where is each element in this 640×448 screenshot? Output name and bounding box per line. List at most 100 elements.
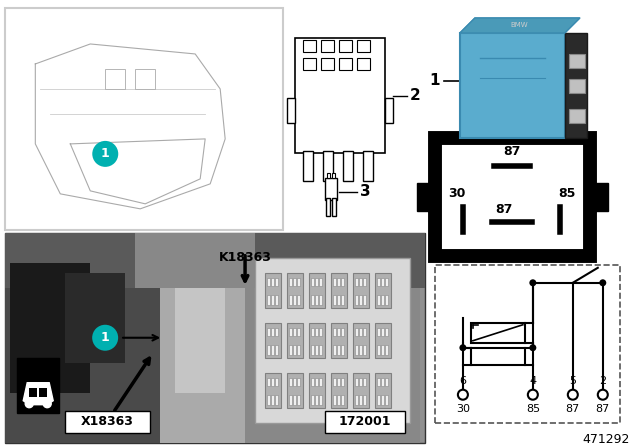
- Bar: [353, 323, 369, 358]
- Bar: [267, 345, 270, 355]
- Bar: [590, 183, 608, 211]
- Bar: [331, 373, 347, 408]
- Bar: [435, 138, 590, 256]
- Bar: [287, 323, 303, 358]
- Bar: [267, 295, 270, 305]
- Bar: [341, 328, 344, 336]
- Bar: [271, 295, 274, 305]
- Bar: [319, 328, 322, 336]
- Bar: [265, 323, 281, 358]
- Bar: [333, 295, 336, 305]
- Bar: [271, 278, 274, 286]
- Bar: [417, 183, 435, 211]
- Bar: [297, 345, 300, 355]
- Bar: [275, 328, 278, 336]
- Bar: [267, 328, 270, 336]
- Text: 85: 85: [558, 187, 575, 200]
- Bar: [460, 33, 565, 138]
- Bar: [337, 295, 340, 305]
- Bar: [333, 395, 336, 405]
- Circle shape: [529, 344, 536, 351]
- Bar: [293, 278, 296, 286]
- Bar: [303, 40, 316, 52]
- Bar: [297, 378, 300, 386]
- Text: 1: 1: [429, 73, 440, 88]
- Bar: [355, 378, 358, 386]
- Bar: [319, 395, 322, 405]
- Bar: [265, 273, 281, 308]
- Bar: [363, 278, 366, 286]
- Bar: [265, 373, 281, 408]
- Bar: [289, 395, 292, 405]
- Bar: [325, 411, 405, 433]
- Bar: [337, 395, 340, 405]
- Bar: [135, 69, 156, 89]
- Bar: [311, 328, 314, 336]
- Bar: [275, 345, 278, 355]
- Bar: [315, 295, 318, 305]
- Bar: [569, 79, 585, 93]
- Text: 87: 87: [495, 203, 513, 216]
- Bar: [255, 258, 410, 422]
- Bar: [275, 295, 278, 305]
- Bar: [293, 378, 296, 386]
- Text: 471292: 471292: [582, 433, 630, 446]
- Bar: [245, 233, 420, 443]
- Bar: [355, 278, 358, 286]
- Bar: [381, 345, 384, 355]
- Bar: [289, 345, 292, 355]
- Bar: [321, 58, 334, 70]
- Bar: [385, 278, 388, 286]
- Circle shape: [25, 400, 33, 408]
- Bar: [353, 273, 369, 308]
- Bar: [381, 328, 384, 336]
- Bar: [363, 295, 366, 305]
- Bar: [311, 295, 314, 305]
- Bar: [381, 395, 384, 405]
- Bar: [10, 263, 90, 393]
- Bar: [40, 67, 55, 77]
- Polygon shape: [460, 18, 580, 33]
- Bar: [375, 273, 391, 308]
- Bar: [295, 38, 385, 153]
- Bar: [297, 328, 300, 336]
- Bar: [355, 328, 358, 336]
- Bar: [359, 295, 362, 305]
- Text: 87: 87: [566, 404, 580, 414]
- Bar: [202, 67, 217, 77]
- Circle shape: [458, 390, 468, 400]
- Bar: [377, 328, 380, 336]
- Bar: [355, 395, 358, 405]
- Bar: [311, 345, 314, 355]
- Bar: [271, 395, 274, 405]
- Bar: [39, 388, 47, 396]
- Bar: [287, 373, 303, 408]
- Bar: [377, 378, 380, 386]
- Bar: [319, 278, 322, 286]
- Circle shape: [92, 325, 118, 351]
- Text: 172001: 172001: [339, 415, 391, 428]
- Text: 1: 1: [100, 331, 109, 344]
- Bar: [315, 328, 318, 336]
- Bar: [569, 54, 585, 68]
- Text: 85: 85: [526, 404, 540, 414]
- Bar: [333, 378, 336, 386]
- Bar: [381, 295, 384, 305]
- Bar: [315, 378, 318, 386]
- Bar: [333, 278, 336, 286]
- Bar: [309, 323, 325, 358]
- Bar: [341, 345, 344, 355]
- Bar: [381, 378, 384, 386]
- Bar: [363, 345, 366, 355]
- Text: 2: 2: [410, 88, 420, 103]
- Bar: [337, 328, 340, 336]
- Bar: [311, 395, 314, 405]
- Bar: [267, 278, 270, 286]
- Bar: [293, 328, 296, 336]
- Bar: [287, 98, 295, 123]
- Bar: [319, 378, 322, 386]
- Bar: [315, 278, 318, 286]
- Bar: [359, 378, 362, 386]
- Bar: [293, 345, 296, 355]
- Bar: [331, 323, 347, 358]
